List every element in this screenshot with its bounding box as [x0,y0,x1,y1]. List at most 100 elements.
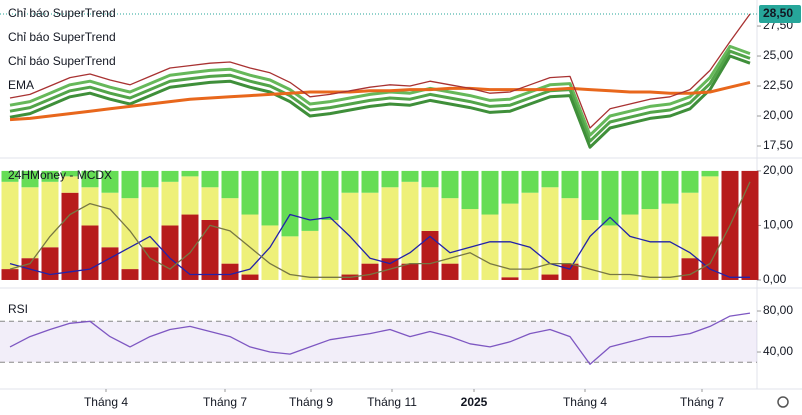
legend-label: Chỉ báo SuperTrend [8,54,116,68]
mcdx-bar [681,192,699,259]
mcdx-bar [181,214,199,280]
series-line [9,181,751,278]
mcdx-bar [621,214,639,280]
legend-label: EMA [8,78,34,92]
mcdx-bar [81,225,99,280]
mcdx-bar [1,181,19,270]
mcdx-bar [1,170,19,182]
mcdx-bar [461,209,479,280]
mcdx-bar [421,187,439,231]
mcdx-bar [501,277,519,280]
mcdx-bar [401,181,419,264]
mcdx-bar [61,170,79,177]
y-tick-label: 17,50 [763,138,793,152]
mcdx-bar [201,187,219,220]
mcdx-bar [161,170,179,182]
mcdx-bar [341,192,359,275]
legend-label: Chỉ báo SuperTrend [8,30,116,44]
mcdx-bar [541,274,559,280]
mcdx-bar [541,170,559,188]
mcdx-bar [101,247,119,280]
mcdx-bar [701,176,719,237]
mcdx-bar [41,170,59,182]
mcdx-bar [101,192,119,248]
series-line [9,44,751,137]
mcdx-bar [441,263,459,280]
mcdx-bar [681,170,699,193]
x-tick-label: Tháng 4 [84,395,128,409]
mcdx-bar [1,269,19,280]
mcdx-bar [321,170,339,220]
series-line [9,13,751,129]
mcdx-bar [601,170,619,226]
mcdx-bar [81,170,99,188]
series-line [9,213,750,278]
mcdx-bar [361,263,379,280]
mcdx-bar [301,170,319,231]
mcdx-bar [501,170,519,204]
x-tick-label: 2025 [461,395,488,409]
mcdx-bar [561,170,579,199]
mcdx-bar [421,230,439,280]
mcdx-bar [581,219,599,280]
settings-icon [777,396,789,408]
mcdx-bar [241,214,259,275]
mcdx-bar [381,170,399,188]
rsi-band [0,321,757,363]
mcdx-bar [161,225,179,280]
x-tick-label: Tháng 11 [367,395,417,409]
mcdx-bar [481,214,499,280]
mcdx-bar [181,176,199,215]
mcdx-bar [141,247,159,280]
mcdx-bar [441,170,459,199]
mcdx-bar [121,198,139,270]
mcdx-bar [221,263,239,280]
mcdx-bar [361,192,379,264]
mcdx-bar [421,170,439,188]
mcdx-bar [501,203,519,278]
mcdx-bar [701,170,719,177]
mcdx-bar [481,170,499,215]
mcdx-bar [121,269,139,280]
legend-label: Chỉ báo SuperTrend [8,6,116,20]
mcdx-bar [401,170,419,182]
mcdx-bar [521,192,539,280]
mcdx-bar [661,170,679,204]
y-tick-label: 20,00 [763,163,793,177]
mcdx-bar [141,170,159,188]
y-tick-label: 22,50 [763,78,793,92]
pane-title: RSI [8,302,28,316]
series-line [9,80,751,122]
x-tick-label: Tháng 7 [203,395,247,409]
last-price-box [759,5,801,24]
mcdx-bar [401,263,419,280]
mcdx-bar [381,187,399,259]
mcdx-bar [641,170,659,210]
mcdx-bar [41,247,59,280]
y-tick-label: 40,00 [763,344,793,358]
mcdx-bar [161,181,179,226]
mcdx-bar [101,170,119,193]
y-tick-label: 80,00 [763,303,793,317]
x-tick-label: Tháng 9 [289,395,333,409]
mcdx-bar [61,192,79,280]
mcdx-bar [601,225,619,280]
mcdx-bar [281,170,299,237]
mcdx-bar [301,230,319,280]
mcdx-bar [21,187,39,259]
mcdx-bar [561,263,579,280]
mcdx-bar [621,170,639,215]
y-tick-label: 25,00 [763,48,793,62]
mcdx-bar [81,187,99,226]
mcdx-bar [341,170,359,193]
mcdx-bar [61,176,79,193]
mcdx-bar [21,170,39,188]
last-price-label: 28,50 [763,6,793,20]
series-line [9,54,751,149]
x-tick-label: Tháng 4 [563,395,607,409]
mcdx-bar [581,170,599,220]
series-line [9,312,751,365]
mcdx-bar [261,225,279,280]
mcdx-bar [641,209,659,280]
